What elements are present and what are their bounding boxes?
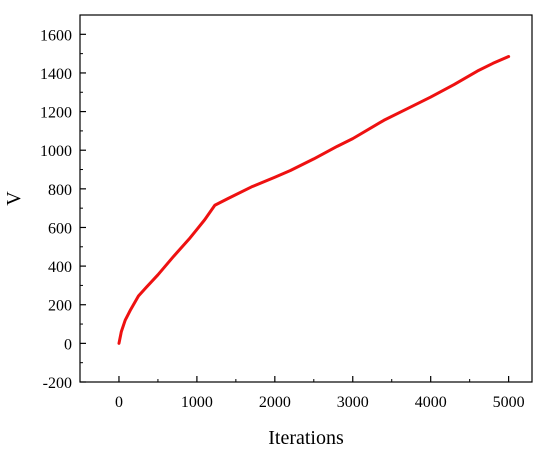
y-tick-label: 0 [64,336,72,353]
y-tick-label: 1600 [40,27,72,44]
y-tick-label: 600 [48,220,72,237]
y-tick-label: 400 [48,259,72,276]
x-tick-label: 1000 [181,394,213,411]
plot-frame [79,14,533,383]
x-axis-label: Iterations [268,427,344,449]
y-tick-label: -200 [43,375,72,392]
y-axis-label: V [3,191,25,206]
series-line-0 [117,55,511,345]
x-tick-label: 5000 [493,394,525,411]
y-tick-label: 1400 [40,66,72,83]
series-layer [117,55,511,345]
y-tick-label: 800 [48,182,72,199]
ticks-layer: 0 1000 2000 3000 4000 5000 -200 0 200 400 600 800 10… [40,27,525,411]
x-tick-label: 0 [115,394,123,411]
y-tick-label: 1200 [40,105,72,122]
x-tick-label: 3000 [337,394,369,411]
x-tick-label: 2000 [259,394,291,411]
y-tick-label: 200 [48,298,72,315]
y-tick-label: 1000 [40,143,72,160]
x-tick-label: 4000 [415,394,447,411]
